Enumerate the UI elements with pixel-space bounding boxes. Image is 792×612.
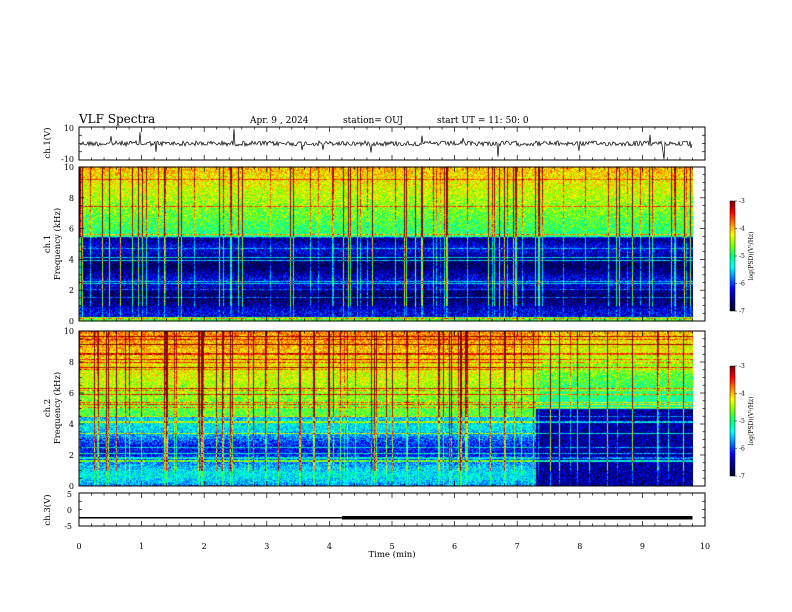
y-tick-label: 6 <box>69 389 74 398</box>
ch2-spectrogram-yticks: 0 2 4 6 8 10 <box>64 327 705 491</box>
x-tick-label: 6 <box>452 542 457 551</box>
ch1-waveform-ylabel: ch.1(V) <box>42 127 53 158</box>
time-axis-ticklabels: 0 1 2 3 4 5 6 7 8 9 10 <box>76 542 710 551</box>
ch3-ytick-top: 5 <box>67 490 72 499</box>
ch1-spectrogram-ylabel-line1: ch.1 <box>43 235 53 253</box>
colorbar-tick-label: -5 <box>739 253 745 260</box>
y-tick-label: 4 <box>69 420 74 429</box>
ch1-ytick-bottom: -10 <box>61 155 74 164</box>
y-tick-label: 4 <box>69 255 74 264</box>
colorbar-tick-label: -6 <box>739 446 745 453</box>
ch1-ytick-top: 10 <box>64 124 74 133</box>
ch1-colorbar: -3 -4 -5 -6 -7 log(PSD)(V²/Hz) <box>729 198 755 315</box>
y-tick-label: 8 <box>69 194 74 203</box>
ch1-spectrogram-ylabel-line2: Frequency (kHz) <box>52 208 63 280</box>
figure-title: VLF Spectra <box>78 112 155 126</box>
ch1-spectrogram-panel: 0 2 4 6 8 10 ch.1 Frequency (kHz) <box>43 163 706 326</box>
ch2-colorbar-label: log(PSD)(V²/Hz) <box>748 397 755 446</box>
y-tick-label: 8 <box>69 358 74 367</box>
x-tick-label: 2 <box>202 542 207 551</box>
colorbar-tick-label: -6 <box>739 281 745 288</box>
ch2-colorbar-ticks: -3 -4 -5 -6 -7 <box>735 363 745 480</box>
ch2-colorbar: -3 -4 -5 -6 -7 log(PSD)(V²/Hz) <box>729 363 755 480</box>
x-tick-label: 9 <box>640 542 645 551</box>
ch1-waveform-line <box>79 128 693 160</box>
colorbar-tick-label: -7 <box>739 473 745 480</box>
ch1-colorbar-gradient <box>730 201 735 311</box>
time-axis-ticks <box>78 126 706 527</box>
ch3-ytick-mid: 0 <box>67 506 72 515</box>
y-tick-label: 0 <box>69 482 74 491</box>
x-tick-label: 3 <box>264 542 269 551</box>
ch1-waveform-panel: 10 -10 ch.1(V) <box>42 124 706 164</box>
colorbar-tick-label: -5 <box>739 418 745 425</box>
x-tick-label: 0 <box>76 542 81 551</box>
ch2-spectrogram-image <box>79 331 693 486</box>
ch3-waveform-panel: 5 0 -5 ch.3(V) Time (min) <box>42 490 706 560</box>
colorbar-tick-label: -3 <box>739 363 745 370</box>
colorbar-tick-label: -7 <box>739 308 745 315</box>
ch2-colorbar-gradient <box>730 366 735 476</box>
station-label: station= OUJ <box>343 116 403 126</box>
x-tick-label: 4 <box>327 542 332 551</box>
time-xlabel: Time (min) <box>368 549 415 560</box>
x-tick-label: 5 <box>389 542 394 551</box>
y-tick-label: 0 <box>69 317 74 326</box>
y-tick-label: 2 <box>69 286 74 295</box>
ch1-spectrogram-image <box>79 167 693 321</box>
x-tick-label: 1 <box>139 542 144 551</box>
colorbar-tick-label: -4 <box>739 226 745 233</box>
y-tick-label: 10 <box>64 327 74 336</box>
ch2-spectrogram-ylabel-line1: ch.2 <box>43 399 53 417</box>
colorbar-tick-label: -4 <box>739 391 745 398</box>
ch2-spectrogram-ylabel-line2: Frequency (kHz) <box>52 372 63 444</box>
date-label: Apr. 9 , 2024 <box>249 116 309 126</box>
ch2-spectrogram-panel: 0 2 4 6 8 10 ch.2 Frequency (kHz) <box>43 327 706 491</box>
ch1-spectrogram-yticks: 0 2 4 6 8 10 <box>64 163 705 326</box>
y-tick-label: 10 <box>64 163 74 172</box>
colorbar-tick-label: -3 <box>739 198 745 205</box>
ch1-colorbar-label: log(PSD)(V²/Hz) <box>748 232 755 281</box>
x-tick-label: 7 <box>515 542 520 551</box>
start-time-label: start UT = 11: 50: 0 <box>437 116 529 126</box>
x-tick-label: 8 <box>577 542 582 551</box>
y-tick-label: 6 <box>69 225 74 234</box>
ch3-ytick-bottom: -5 <box>64 522 72 531</box>
ch3-waveform-ylabel: ch.3(V) <box>42 494 53 525</box>
y-tick-label: 2 <box>69 451 74 460</box>
x-tick-label: 10 <box>700 542 710 551</box>
ch1-colorbar-ticks: -3 -4 -5 -6 -7 <box>735 198 745 315</box>
